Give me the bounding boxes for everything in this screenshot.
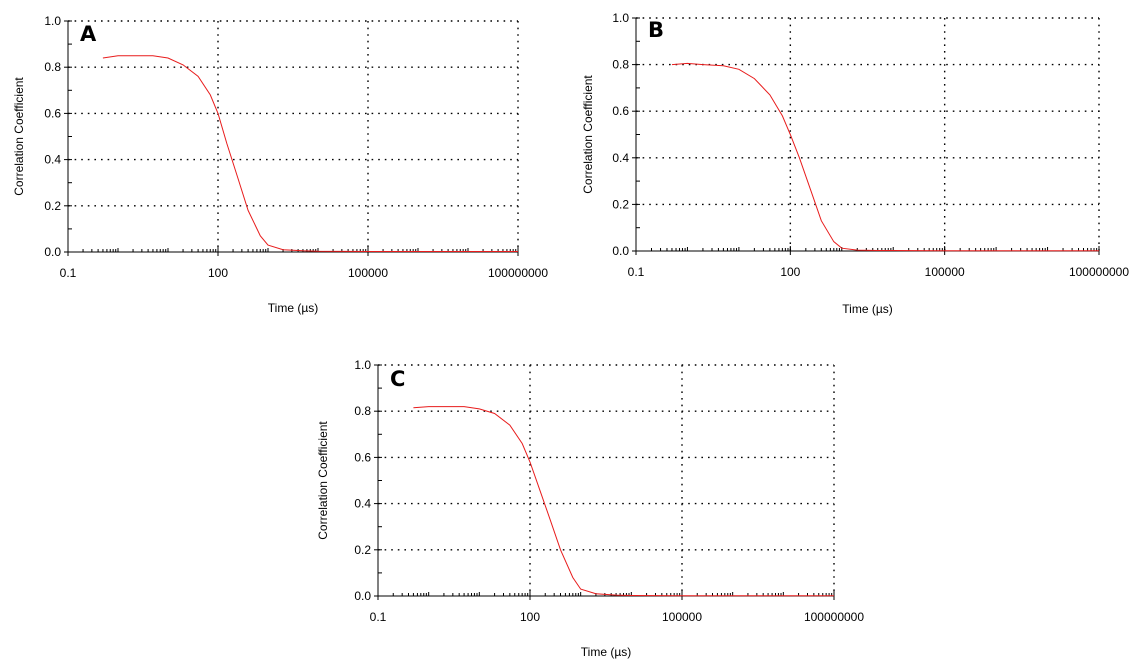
y-tick-label: 0.2 [44,199,61,213]
x-tick-label: 100000 [348,266,388,280]
x-tick-label: 100 [520,610,540,624]
grid [636,17,1100,251]
chart-svg: 0.0 0.2 0.4 0.6 0.8 1.0 0.1 100 100000 100000000 T… [316,358,864,659]
x-tick-label: 0.1 [60,266,77,280]
y-tick-label: 0.8 [354,404,371,418]
correlation-curve [671,62,1099,252]
y-tick-label: 0.2 [354,543,371,557]
x-tick-label: 100000000 [488,266,548,280]
chart-panel-c: 0.0 0.2 0.4 0.6 0.8 1.0 0.1 100 100000 100000000 T… [300,346,900,664]
y-tick-label: 0.6 [612,104,629,118]
y-tick-label: 1.0 [354,358,371,372]
grid [378,364,835,596]
panel-letter: A [80,22,97,46]
x-tick-label: 100000 [925,265,965,279]
chart-svg: 0.0 0.2 0.4 0.6 0.8 1.0 0.1 100 100000 100000000 T… [12,14,548,315]
x-tick-label: 0.1 [628,265,645,279]
y-tick-label: 1.0 [44,14,61,28]
panel-letter: C [390,367,405,391]
x-tick-label: 0.1 [370,610,387,624]
correlation-curve [102,55,518,252]
y-tick-label: 0.8 [612,58,629,72]
correlation-curve [413,406,834,597]
y-axis-title: Correlation Coefficient [12,77,26,196]
y-tick-label: 0.0 [612,244,629,258]
x-axis-title: Time (µs) [842,302,892,316]
chart-panel-b: 0.0 0.2 0.4 0.6 0.8 1.0 0.1 100 100000 100000000 T… [573,0,1146,320]
y-tick-label: 0.4 [354,497,371,511]
chart-panel-a: 0.0 0.2 0.4 0.6 0.8 1.0 0.1 100 100000 100000000 T… [0,0,573,320]
y-tick-label: 0.0 [44,245,61,259]
y-tick-label: 1.0 [612,11,629,25]
y-axis-title: Correlation Coefficient [316,421,330,540]
grid [68,20,519,252]
y-tick-label: 0.6 [354,450,371,464]
y-tick-label: 0.6 [44,106,61,120]
x-tick-label: 100000000 [804,610,864,624]
y-axis-title: Correlation Coefficient [581,75,595,194]
x-tick-label: 100 [780,265,800,279]
y-tick-label: 0.2 [612,197,629,211]
x-tick-label: 100 [208,266,228,280]
x-axis-title: Time (µs) [581,645,631,659]
y-tick-label: 0.4 [612,151,629,165]
panel-letter: B [648,18,664,42]
y-tick-label: 0.4 [44,153,61,167]
x-axis-title: Time (µs) [268,301,318,315]
y-tick-label: 0.8 [44,60,61,74]
x-tick-label: 100000 [662,610,702,624]
chart-svg: 0.0 0.2 0.4 0.6 0.8 1.0 0.1 100 100000 100000000 T… [581,11,1129,316]
x-tick-label: 100000000 [1069,265,1129,279]
y-tick-label: 0.0 [354,589,371,603]
